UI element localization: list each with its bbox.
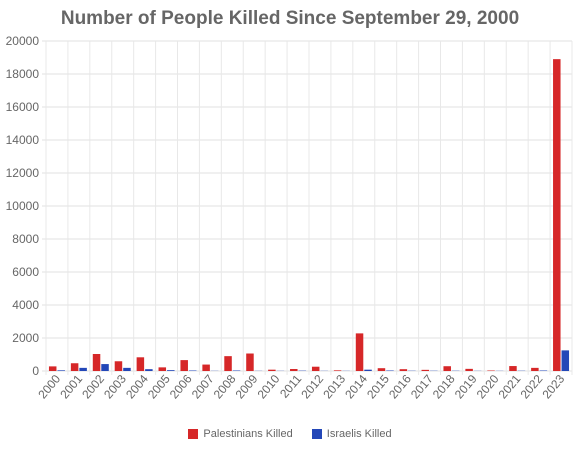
legend-swatch-palestinians — [188, 429, 199, 439]
bar-palestinians-2002[interactable] — [92, 354, 101, 371]
y-tick-label: 14000 — [6, 133, 40, 147]
bar-israelis-2005[interactable] — [167, 370, 175, 371]
bar-israelis-2001[interactable] — [79, 367, 87, 371]
bar-israelis-2003[interactable] — [123, 367, 131, 371]
x-tick-label: 2003 — [101, 372, 129, 402]
bar-palestinians-2001[interactable] — [70, 363, 79, 371]
x-tick-label: 2014 — [342, 372, 370, 402]
y-tick-label: 8000 — [12, 232, 39, 246]
bar-palestinians-2015[interactable] — [377, 368, 386, 371]
y-tick-label: 0 — [32, 364, 39, 378]
y-tick-label: 16000 — [6, 100, 40, 114]
bar-israelis-2023[interactable] — [561, 350, 570, 371]
legend-swatch-israelis — [311, 429, 322, 439]
x-tick-label: 2002 — [79, 372, 107, 402]
y-tick-label: 18000 — [6, 67, 40, 81]
x-tick-label: 2016 — [386, 372, 414, 402]
bar-palestinians-2011[interactable] — [290, 369, 298, 371]
legend-item-israelis[interactable]: Israelis Killed — [311, 428, 392, 440]
bar-palestinians-2012[interactable] — [311, 366, 320, 371]
bar-palestinians-2014[interactable] — [355, 333, 364, 371]
bar-palestinians-2003[interactable] — [114, 361, 123, 371]
x-tick-label: 2011 — [277, 372, 305, 401]
x-tick-label: 2019 — [452, 372, 480, 402]
chart-title: Number of People Killed Since September … — [60, 8, 520, 29]
bar-palestinians-2006[interactable] — [180, 360, 188, 371]
bar-palestinians-2010[interactable] — [268, 369, 276, 371]
x-tick-label: 2020 — [474, 372, 502, 402]
bar-palestinians-2013[interactable] — [333, 370, 342, 371]
x-tick-label: 2022 — [518, 372, 546, 402]
x-tick-label: 2004 — [123, 372, 151, 402]
bar-palestinians-2016[interactable] — [399, 369, 408, 371]
x-tick-label: 2000 — [35, 372, 63, 402]
x-tick-label: 2005 — [145, 372, 173, 402]
bar-palestinians-2000[interactable] — [48, 366, 57, 371]
bar-palestinians-2023[interactable] — [553, 59, 561, 372]
x-tick-label: 2015 — [364, 372, 392, 402]
legend-item-palestinians[interactable]: Palestinians Killed — [188, 428, 293, 440]
bar-israelis-2000[interactable] — [57, 370, 65, 371]
bar-israelis-2002[interactable] — [101, 364, 109, 371]
x-tick-label: 2007 — [189, 372, 217, 402]
x-tick-label: 2009 — [233, 372, 261, 402]
y-tick-label: 6000 — [12, 265, 39, 279]
y-tick-label: 20000 — [6, 34, 40, 48]
bar-palestinians-2008[interactable] — [224, 356, 232, 371]
bar-palestinians-2018[interactable] — [443, 366, 451, 371]
x-tick-label: 2010 — [255, 372, 283, 402]
legend-label-palestinians: Palestinians Killed — [203, 428, 293, 440]
x-tick-label: 2006 — [167, 372, 195, 402]
bar-palestinians-2021[interactable] — [509, 366, 517, 371]
y-tick-label: 2000 — [12, 331, 39, 345]
x-tick-label: 2021 — [496, 372, 524, 402]
legend-label-israelis: Israelis Killed — [326, 428, 392, 440]
bar-israelis-2014[interactable] — [364, 369, 372, 371]
bar-palestinians-2019[interactable] — [465, 368, 473, 371]
x-tick-label: 2001 — [57, 372, 85, 402]
x-tick-label: 2013 — [320, 372, 348, 402]
bar-palestinians-2017[interactable] — [421, 369, 430, 371]
grid-lines — [42, 40, 573, 375]
y-tick-label: 10000 — [6, 199, 40, 213]
x-tick-label: 2017 — [408, 372, 436, 402]
bar-palestinians-2009[interactable] — [246, 353, 254, 371]
x-tick-label: 2018 — [430, 372, 458, 402]
bar-palestinians-2007[interactable] — [202, 364, 210, 371]
x-tick-label: 2008 — [211, 372, 239, 402]
x-tick-label: 2023 — [539, 372, 567, 402]
bar-palestinians-2022[interactable] — [531, 367, 539, 371]
y-tick-label: 12000 — [6, 166, 40, 180]
y-tick-label: 4000 — [12, 298, 39, 312]
legend: Palestinians Killed Israelis Killed — [0, 428, 580, 442]
bars — [48, 59, 570, 372]
bar-palestinians-2004[interactable] — [136, 357, 145, 371]
x-tick-label: 2012 — [298, 372, 326, 402]
bar-palestinians-2005[interactable] — [158, 367, 167, 371]
bar-israelis-2004[interactable] — [145, 369, 153, 371]
